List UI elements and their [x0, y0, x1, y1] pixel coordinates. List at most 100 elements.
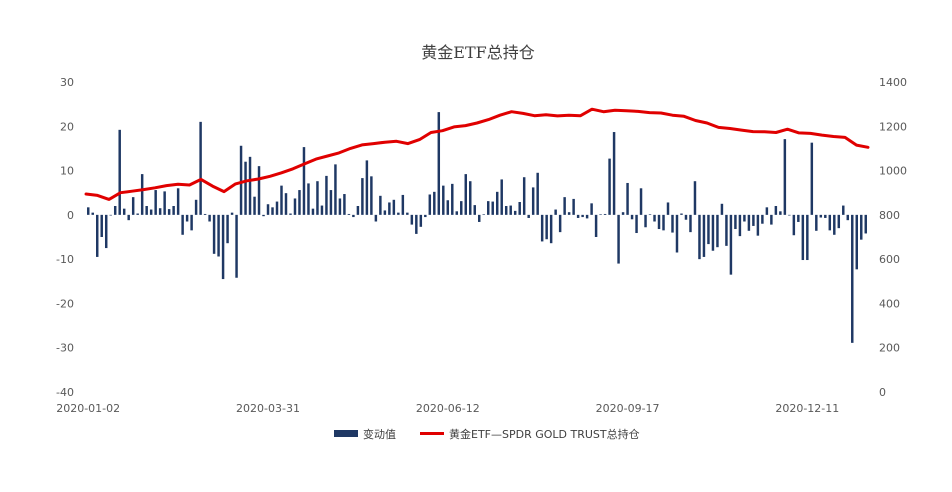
bar: [221, 214, 225, 280]
bar: [770, 214, 773, 225]
bar: [707, 214, 710, 245]
bar: [698, 214, 701, 260]
bar: [594, 214, 598, 237]
bar: [513, 210, 517, 215]
x-tick-label: 2020-09-17: [596, 402, 660, 415]
bar: [329, 190, 333, 215]
legend-swatch-line: [420, 432, 444, 435]
bar: [599, 214, 602, 216]
bar: [675, 214, 679, 253]
bar: [127, 214, 130, 221]
right-tick-label: 1200: [879, 120, 907, 133]
bar: [756, 214, 760, 236]
bar: [779, 211, 782, 215]
bar: [635, 214, 638, 234]
bar: [446, 200, 450, 215]
bar: [711, 214, 715, 251]
bar: [365, 160, 369, 215]
bar: [608, 158, 611, 215]
bar: [567, 212, 571, 215]
bar: [509, 205, 512, 215]
bar: [311, 208, 315, 215]
bar: [473, 205, 476, 215]
bar: [846, 214, 850, 221]
bar: [504, 206, 508, 215]
bar: [684, 214, 688, 220]
bar: [149, 209, 153, 215]
bar: [406, 212, 409, 215]
bar: [140, 174, 144, 215]
bar: [554, 209, 557, 215]
bar: [689, 214, 692, 233]
left-tick-label: 20: [60, 120, 74, 133]
bar: [801, 214, 805, 261]
bar: [549, 214, 553, 244]
bar: [424, 214, 427, 218]
bar: [765, 207, 769, 215]
bar: [289, 213, 292, 215]
bar: [864, 214, 867, 234]
left-tick-label: 0: [67, 209, 74, 222]
bar: [379, 195, 382, 215]
legend-label-line: 黄金ETF—SPDR GOLD TRUST总持仓: [449, 427, 640, 441]
bar: [194, 199, 198, 215]
bar: [118, 129, 121, 215]
bar: [738, 214, 742, 237]
bar: [320, 205, 324, 215]
bar: [293, 198, 297, 215]
legend: 变动值 黄金ETF—SPDR GOLD TRUST总持仓: [334, 427, 640, 441]
bar: [855, 214, 858, 270]
bar: [91, 212, 94, 215]
bar: [851, 214, 854, 343]
bar: [527, 214, 530, 218]
legend-label-bar: 变动值: [363, 427, 396, 441]
bar: [693, 181, 697, 215]
bar: [761, 214, 764, 224]
left-tick-label: -30: [56, 342, 74, 355]
bar: [752, 214, 755, 226]
bar: [806, 214, 809, 261]
bar: [536, 172, 539, 215]
bar: [419, 214, 423, 227]
bar: [361, 178, 364, 215]
bar: [860, 214, 863, 240]
bar: [271, 207, 274, 215]
bar: [666, 202, 670, 215]
bar: [626, 182, 629, 215]
bar: [158, 208, 162, 215]
bar: [478, 214, 481, 222]
bar: [819, 214, 823, 218]
bar: [298, 190, 301, 215]
bar: [792, 214, 796, 236]
bar: [343, 194, 346, 215]
bar: [824, 214, 827, 218]
bar: [172, 206, 175, 215]
bar: [217, 214, 220, 257]
bar: [531, 187, 535, 215]
x-axis: 2020-01-02 2020-03-31 2020-06-12 2020-09-17…: [56, 402, 839, 415]
bar: [257, 166, 261, 215]
bar: [563, 197, 566, 215]
bar: [316, 181, 319, 215]
bar: [433, 191, 436, 215]
bar: [230, 212, 234, 215]
bar: [136, 213, 139, 215]
bar: [203, 213, 207, 215]
bar: [415, 214, 418, 234]
bar: [653, 214, 656, 222]
bar: [455, 211, 459, 215]
bar: [621, 212, 625, 215]
bar: [671, 214, 674, 233]
bar: [797, 214, 800, 222]
bar: [325, 175, 328, 215]
bar: [639, 188, 643, 215]
bar: [788, 214, 791, 216]
bar: [352, 214, 355, 218]
right-tick-label: 600: [879, 253, 900, 266]
bar: [581, 214, 584, 218]
bar: [347, 213, 351, 215]
left-tick-label: -20: [56, 297, 74, 310]
bar-series: [87, 112, 867, 343]
bar: [253, 196, 256, 215]
bar: [226, 214, 229, 244]
